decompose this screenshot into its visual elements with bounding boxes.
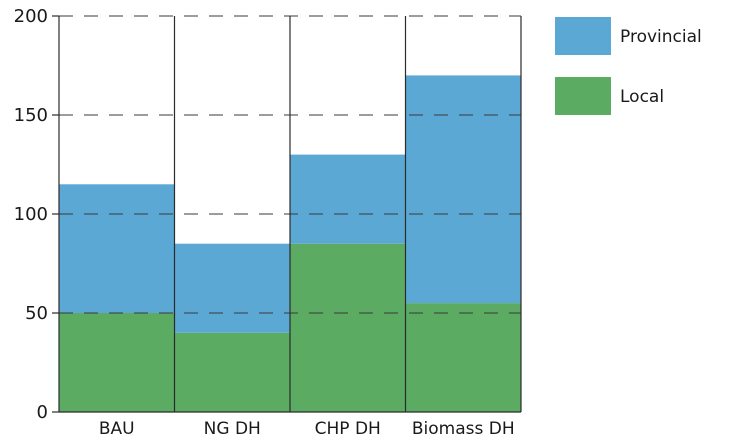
legend-label-local: Local xyxy=(620,87,664,107)
axis-layer: 0 50 100 150 200 BAU NG DH CHP DH Biomass DH xyxy=(14,6,522,439)
y-tick-label: 200 xyxy=(14,6,48,27)
legend: Provincial Local xyxy=(555,17,702,115)
legend-swatch-local xyxy=(555,77,611,115)
bar-provincial-chp-dh xyxy=(290,154,406,244)
legend-label-provincial: Provincial xyxy=(620,27,702,47)
bars-layer xyxy=(59,75,521,412)
x-tick-label: NG DH xyxy=(204,419,261,439)
legend-swatch-provincial xyxy=(555,17,611,55)
bar-provincial-ng-dh xyxy=(174,243,290,333)
y-tick-label: 150 xyxy=(14,105,48,126)
bar-local-bau xyxy=(59,313,175,412)
y-tick-label: 100 xyxy=(14,204,48,225)
y-tick-label: 0 xyxy=(37,402,48,423)
bar-local-biomass-dh xyxy=(405,303,521,412)
x-tick-label: CHP DH xyxy=(315,419,381,439)
y-tick-label: 50 xyxy=(25,303,48,324)
bar-local-chp-dh xyxy=(290,243,406,412)
bar-local-ng-dh xyxy=(174,332,290,412)
x-tick-label: BAU xyxy=(99,419,135,439)
bar-provincial-bau xyxy=(59,184,175,313)
x-tick-label: Biomass DH xyxy=(412,419,515,439)
bar-provincial-biomass-dh xyxy=(405,75,521,304)
